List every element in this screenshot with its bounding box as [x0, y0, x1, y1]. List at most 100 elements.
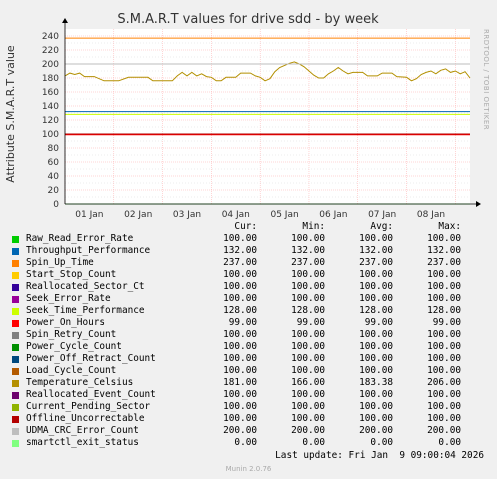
legend-swatch: [12, 283, 19, 291]
legend-name: smartctl_exit_status: [26, 437, 139, 448]
legend-row: Load_Cycle_Count 100.00 100.00 100.00 100.00: [12, 365, 487, 377]
legend-swatch: [12, 415, 19, 423]
y-tick-label: 20: [48, 186, 60, 196]
plot-area: [65, 29, 470, 204]
legend-cur: 100.00: [223, 233, 257, 244]
legend-swatch: [12, 247, 19, 255]
legend-swatch: [12, 403, 19, 411]
legend-cur: 100.00: [223, 401, 257, 412]
legend-row: Power_Off_Retract_Count 100.00 100.00 100.0…: [12, 353, 487, 365]
legend-cur: 100.00: [223, 281, 257, 292]
legend-row: UDMA_CRC_Error_Count 200.00 200.00 200.00 20…: [12, 425, 487, 437]
legend-cur: 132.00: [223, 245, 257, 256]
legend-min: 237.00: [291, 257, 325, 268]
legend-min: 0.00: [302, 437, 325, 448]
legend-cur: 100.00: [223, 341, 257, 352]
legend-name: Offline_Uncorrectable: [26, 413, 145, 424]
y-tick-label: 120: [42, 116, 59, 126]
legend-avg: 100.00: [359, 329, 393, 340]
legend-swatch: [12, 367, 19, 375]
y-tick-label: 40: [48, 172, 60, 182]
legend-name: Current_Pending_Sector: [26, 401, 151, 412]
legend-avg: 100.00: [359, 269, 393, 280]
legend-cur: 100.00: [223, 293, 257, 304]
legend-min: 100.00: [291, 365, 325, 376]
legend-avg: 99.00: [364, 317, 393, 328]
legend-max: 206.00: [427, 377, 461, 388]
legend-swatch: [12, 391, 19, 399]
legend-swatch: [12, 307, 19, 315]
legend-row: Seek_Error_Rate 100.00 100.00 100.00 100.00: [12, 293, 487, 305]
legend-cur: 100.00: [223, 269, 257, 280]
legend-row: Spin_Retry_Count 100.00 100.00 100.00 100.00: [12, 329, 487, 341]
legend-max: 100.00: [427, 413, 461, 424]
y-tick-label: 220: [42, 46, 59, 56]
legend-header-max: Max:: [438, 221, 461, 232]
legend-avg: 200.00: [359, 425, 393, 436]
legend-avg: 100.00: [359, 401, 393, 412]
legend-max: 100.00: [427, 353, 461, 364]
x-tick-label: 08 Jan: [417, 210, 445, 220]
legend-avg: 0.00: [370, 437, 393, 448]
legend-cur: 128.00: [223, 305, 257, 316]
legend-swatch: [12, 427, 19, 435]
y-tick-label: 160: [42, 88, 59, 98]
legend-name: UDMA_CRC_Error_Count: [26, 425, 139, 436]
legend-rows: Raw_Read_Error_Rate 100.00 100.00 100.00 100…: [12, 233, 487, 449]
legend-cur: 100.00: [223, 353, 257, 364]
legend-min: 132.00: [291, 245, 325, 256]
legend-header-avg: Avg:: [370, 221, 393, 232]
legend-cur: 100.00: [223, 413, 257, 424]
legend-max: 100.00: [427, 329, 461, 340]
legend-max: 200.00: [427, 425, 461, 436]
x-tick-label: 03 Jan: [173, 210, 201, 220]
legend-name: Reallocated_Sector_Ct: [26, 281, 145, 292]
legend-row: Reallocated_Event_Count 100.00 100.00 100.0…: [12, 389, 487, 401]
legend-cur: 99.00: [228, 317, 257, 328]
legend-avg: 100.00: [359, 389, 393, 400]
legend-min: 166.00: [291, 377, 325, 388]
x-tick-label: 07 Jan: [368, 210, 396, 220]
legend-row: Power_On_Hours 99.00 99.00 99.00 99.00: [12, 317, 487, 329]
legend-swatch: [12, 331, 19, 339]
legend-min: 100.00: [291, 401, 325, 412]
legend-max: 99.00: [432, 317, 461, 328]
legend-name: Seek_Error_Rate: [26, 293, 111, 304]
legend-swatch: [12, 259, 19, 267]
legend-min: 128.00: [291, 305, 325, 316]
legend-min: 100.00: [291, 329, 325, 340]
legend-row: Spin_Up_Time 237.00 237.00 237.00 237.00: [12, 257, 487, 269]
axes: 0 20 40 60 80 100 120 140 160 180 200 220 240 01 Jan 0…: [42, 18, 481, 220]
legend-name: Reallocated_Event_Count: [26, 389, 156, 400]
legend-name: Power_Off_Retract_Count: [26, 353, 156, 364]
rrdtool-credit: RRDTOOL / TOBI OETIKER: [482, 29, 490, 130]
legend-row: Seek_Time_Performance 128.00 128.00 128.00 1…: [12, 305, 487, 317]
legend-min: 100.00: [291, 233, 325, 244]
series-line-temperature-celsius: [64, 61, 471, 82]
legend-min: 100.00: [291, 353, 325, 364]
legend-avg: 132.00: [359, 245, 393, 256]
x-tick-label: 02 Jan: [124, 210, 152, 220]
legend-max: 100.00: [427, 269, 461, 280]
y-axis-arrow: [62, 18, 68, 23]
legend-max: 100.00: [427, 389, 461, 400]
y-tick-label: 100: [42, 130, 59, 140]
legend-avg: 100.00: [359, 413, 393, 424]
legend-cur: 181.00: [223, 377, 257, 388]
legend-min: 100.00: [291, 341, 325, 352]
legend-row: Throughput_Performance 132.00 132.00 132.00…: [12, 245, 487, 257]
legend-name: Load_Cycle_Count: [26, 365, 117, 376]
legend-avg: 128.00: [359, 305, 393, 316]
y-axis-label: Attribute S.M.A.R.T value: [4, 45, 17, 183]
legend-max: 0.00: [438, 437, 461, 448]
munin-version: Munin 2.0.76: [225, 465, 272, 473]
legend-name: Spin_Up_Time: [26, 257, 94, 268]
legend-name: Power_Cycle_Count: [26, 341, 122, 352]
chart-title: S.M.A.R.T values for drive sdd - by week: [117, 12, 379, 27]
legend-name: Raw_Read_Error_Rate: [26, 233, 134, 244]
legend-row: smartctl_exit_status 0.00 0.00 0.00 0.00: [12, 437, 487, 449]
y-tick-label: 140: [42, 102, 59, 112]
y-tick-label: 200: [42, 60, 59, 70]
legend-row: Start_Stop_Count 100.00 100.00 100.00 100.00: [12, 269, 487, 281]
chart: 0 20 40 60 80 100 120 140 160 180 200 220 240 01 Jan 0…: [0, 0, 497, 221]
